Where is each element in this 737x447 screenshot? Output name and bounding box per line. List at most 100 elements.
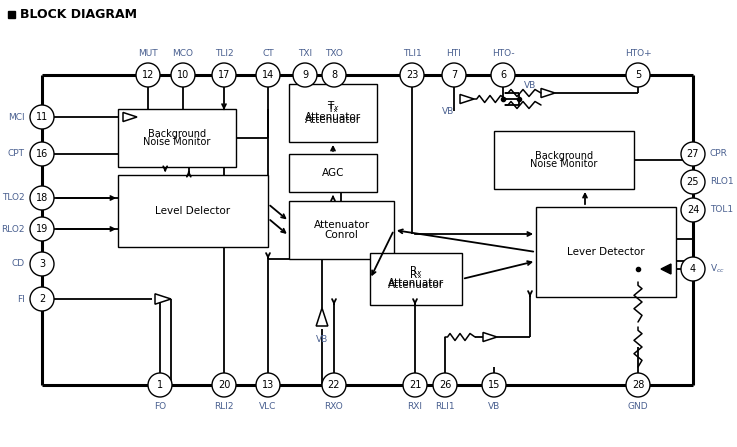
Text: VLC: VLC [259, 402, 276, 411]
Text: T$_x$: T$_x$ [326, 99, 340, 113]
Text: 17: 17 [218, 70, 230, 80]
Text: 13: 13 [262, 380, 274, 390]
Text: 14: 14 [262, 70, 274, 80]
Text: 25: 25 [687, 177, 699, 187]
Circle shape [681, 198, 705, 222]
Bar [289, 201, 394, 259]
Text: MCI: MCI [8, 113, 25, 122]
Text: RLI2: RLI2 [214, 402, 234, 411]
Bar [118, 175, 268, 247]
Circle shape [256, 373, 280, 397]
Text: 3: 3 [39, 259, 45, 269]
Circle shape [293, 63, 317, 87]
Text: 26: 26 [439, 380, 451, 390]
Text: Conrol: Conrol [324, 229, 358, 240]
Text: Background: Background [535, 151, 593, 161]
Text: MCO: MCO [172, 49, 194, 58]
Text: 12: 12 [142, 70, 154, 80]
Text: 11: 11 [36, 112, 48, 122]
Circle shape [403, 373, 427, 397]
Text: CT: CT [262, 49, 274, 58]
Polygon shape [155, 294, 171, 304]
Bar [370, 253, 462, 305]
Circle shape [171, 63, 195, 87]
Text: TLI2: TLI2 [214, 49, 234, 58]
Text: 16: 16 [36, 149, 48, 159]
Text: Noise Monitor: Noise Monitor [531, 159, 598, 169]
Text: Attenuator: Attenuator [305, 115, 361, 125]
Text: VB: VB [524, 80, 536, 89]
Text: 5: 5 [635, 70, 641, 80]
Circle shape [30, 105, 54, 129]
Text: VB: VB [316, 335, 328, 344]
Text: RXI: RXI [408, 402, 422, 411]
Bar [494, 131, 634, 189]
Circle shape [136, 63, 160, 87]
Polygon shape [316, 308, 328, 326]
Text: Attenuator: Attenuator [388, 280, 444, 290]
Text: 2: 2 [39, 294, 45, 304]
Text: 10: 10 [177, 70, 189, 80]
Circle shape [256, 63, 280, 87]
Bar [289, 84, 377, 142]
Text: 4: 4 [690, 264, 696, 274]
Bar [536, 207, 676, 297]
Text: GND: GND [628, 402, 649, 411]
Text: 19: 19 [36, 224, 48, 234]
Circle shape [30, 186, 54, 210]
Text: CPT: CPT [8, 149, 25, 159]
Text: RLO2: RLO2 [1, 224, 25, 233]
Text: CD: CD [12, 260, 25, 269]
Text: HTO-: HTO- [492, 49, 514, 58]
Text: 15: 15 [488, 380, 500, 390]
Text: RLI1: RLI1 [435, 402, 455, 411]
Circle shape [433, 373, 457, 397]
Bar [118, 109, 236, 167]
Text: Attenuator: Attenuator [313, 220, 369, 231]
Circle shape [212, 373, 236, 397]
Circle shape [681, 257, 705, 281]
Text: 8: 8 [331, 70, 337, 80]
Text: RXO: RXO [324, 402, 343, 411]
Circle shape [400, 63, 424, 87]
Polygon shape [460, 94, 474, 104]
Text: 23: 23 [406, 70, 418, 80]
Text: V$_{cc}$: V$_{cc}$ [710, 263, 725, 275]
Text: FI: FI [17, 295, 25, 304]
Text: 18: 18 [36, 193, 48, 203]
Text: HTI: HTI [447, 49, 461, 58]
Text: 20: 20 [218, 380, 230, 390]
Circle shape [148, 373, 172, 397]
Text: CPR: CPR [710, 149, 728, 159]
Circle shape [30, 217, 54, 241]
Circle shape [626, 63, 650, 87]
Circle shape [30, 142, 54, 166]
Circle shape [681, 170, 705, 194]
Text: VB: VB [442, 106, 454, 115]
Text: Noise Monitor: Noise Monitor [143, 137, 211, 147]
Text: FO: FO [154, 402, 166, 411]
Circle shape [442, 63, 466, 87]
Text: TLO2: TLO2 [2, 194, 25, 202]
Text: Tₓ: Tₓ [327, 104, 338, 114]
Text: TLI1: TLI1 [402, 49, 422, 58]
Text: RLO1: RLO1 [710, 177, 733, 186]
Bar [8, 11, 15, 18]
Text: 24: 24 [687, 205, 699, 215]
Text: TXO: TXO [325, 49, 343, 58]
Text: Rₓ: Rₓ [410, 270, 422, 279]
Text: Background: Background [148, 129, 206, 139]
Text: BLOCK DIAGRAM: BLOCK DIAGRAM [20, 8, 137, 21]
Circle shape [212, 63, 236, 87]
Text: Attenuator: Attenuator [305, 113, 361, 122]
Text: TOL1: TOL1 [710, 206, 733, 215]
Text: 6: 6 [500, 70, 506, 80]
Circle shape [30, 252, 54, 276]
Text: Level Delector: Level Delector [156, 206, 231, 216]
Circle shape [491, 63, 515, 87]
Circle shape [322, 63, 346, 87]
Text: 7: 7 [451, 70, 457, 80]
Text: 22: 22 [328, 380, 340, 390]
Text: 1: 1 [157, 380, 163, 390]
Text: MUT: MUT [138, 49, 158, 58]
